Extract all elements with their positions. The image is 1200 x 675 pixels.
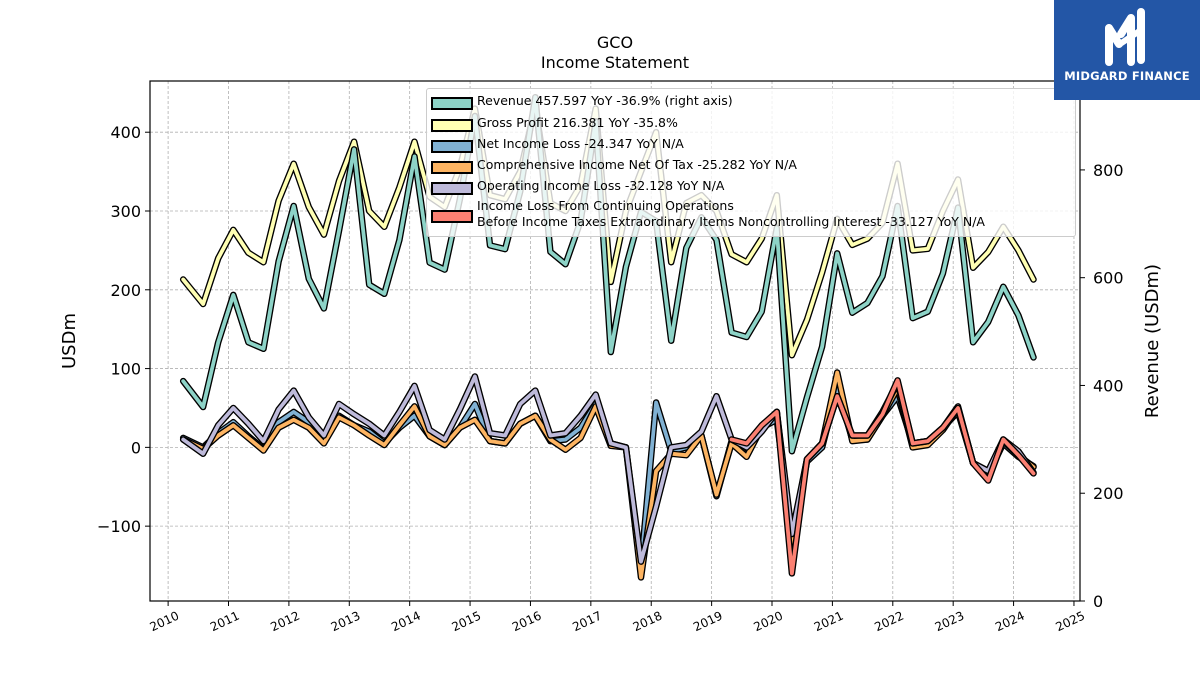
logo-text: MIDGARD FINANCE xyxy=(1064,69,1190,83)
legend-label-comprehensive-income: Comprehensive Income Net Of Tax -25.282 … xyxy=(477,157,797,172)
y2-tick-label: 400 xyxy=(1093,376,1124,395)
x-tick-label: 2025 xyxy=(1053,609,1087,635)
y-tick-label: 300 xyxy=(110,202,141,221)
legend-label-operating-income: Operating Income Loss -32.128 YoY N/A xyxy=(477,178,725,193)
y-tick-label: 200 xyxy=(110,281,141,300)
legend-label-pretax-income-line2: Before Income Taxes Extraordinary Items … xyxy=(477,214,985,229)
y2-tick-label: 800 xyxy=(1093,161,1124,180)
legend-swatch-gross-profit xyxy=(431,119,473,132)
plot-frame xyxy=(149,80,1081,602)
legend-swatch-operating-income xyxy=(431,182,473,195)
x-tick-label: 2020 xyxy=(752,609,786,635)
legend-swatch-net-income xyxy=(431,140,473,153)
x-tick-label: 2013 xyxy=(329,609,363,635)
y2-tick-label: 0 xyxy=(1093,592,1103,611)
x-tick-label: 2019 xyxy=(691,609,725,635)
x-tick-label: 2021 xyxy=(812,609,846,635)
legend-swatch-pretax-income xyxy=(431,210,473,223)
x-tick-label: 2014 xyxy=(389,609,423,635)
midgard-finance-logo: MIDGARD FINANCE xyxy=(1054,0,1200,100)
x-tick-label: 2012 xyxy=(268,609,302,635)
y-axis-label: USDm xyxy=(59,313,80,369)
x-tick-label: 2017 xyxy=(570,609,604,635)
legend: Revenue 457.597 YoY -36.9% (right axis) … xyxy=(426,88,1076,237)
x-tick-label: 2022 xyxy=(872,609,906,635)
x-tick-label: 2011 xyxy=(208,609,242,635)
y-tick-label: 100 xyxy=(110,360,141,379)
y2-tick-label: 600 xyxy=(1093,269,1124,288)
y2-axis-label: Revenue (USDm) xyxy=(1142,264,1163,418)
x-tick-label: 2010 xyxy=(148,609,182,635)
legend-label-gross-profit: Gross Profit 216.381 YoY -35.8% xyxy=(477,115,678,130)
y-tick-label: 0 xyxy=(131,438,141,457)
legend-label-net-income: Net Income Loss -24.347 YoY N/A xyxy=(477,136,684,151)
y-tick-label: −100 xyxy=(97,517,141,536)
x-tick-label: 2024 xyxy=(993,609,1027,635)
legend-swatch-comprehensive-income xyxy=(431,161,473,174)
chart-subtitle: Income Statement xyxy=(540,53,690,72)
x-tick-label: 2023 xyxy=(933,609,967,635)
x-tick-label: 2018 xyxy=(631,609,665,635)
y2-tick-label: 200 xyxy=(1093,484,1124,503)
legend-label-revenue: Revenue 457.597 YoY -36.9% (right axis) xyxy=(477,93,733,108)
x-tick-label: 2016 xyxy=(510,609,544,635)
series-line-income-loss-from-continuing-operations-b xyxy=(729,378,1036,576)
y-tick-label: 400 xyxy=(110,123,141,142)
logo-mark-icon xyxy=(1105,8,1145,66)
legend-swatch-revenue xyxy=(431,97,473,110)
legend-label-pretax-income-line1: Income Loss From Continuing Operations xyxy=(477,198,734,213)
x-tick-label: 2015 xyxy=(450,609,484,635)
chart-title: GCO xyxy=(596,33,634,52)
